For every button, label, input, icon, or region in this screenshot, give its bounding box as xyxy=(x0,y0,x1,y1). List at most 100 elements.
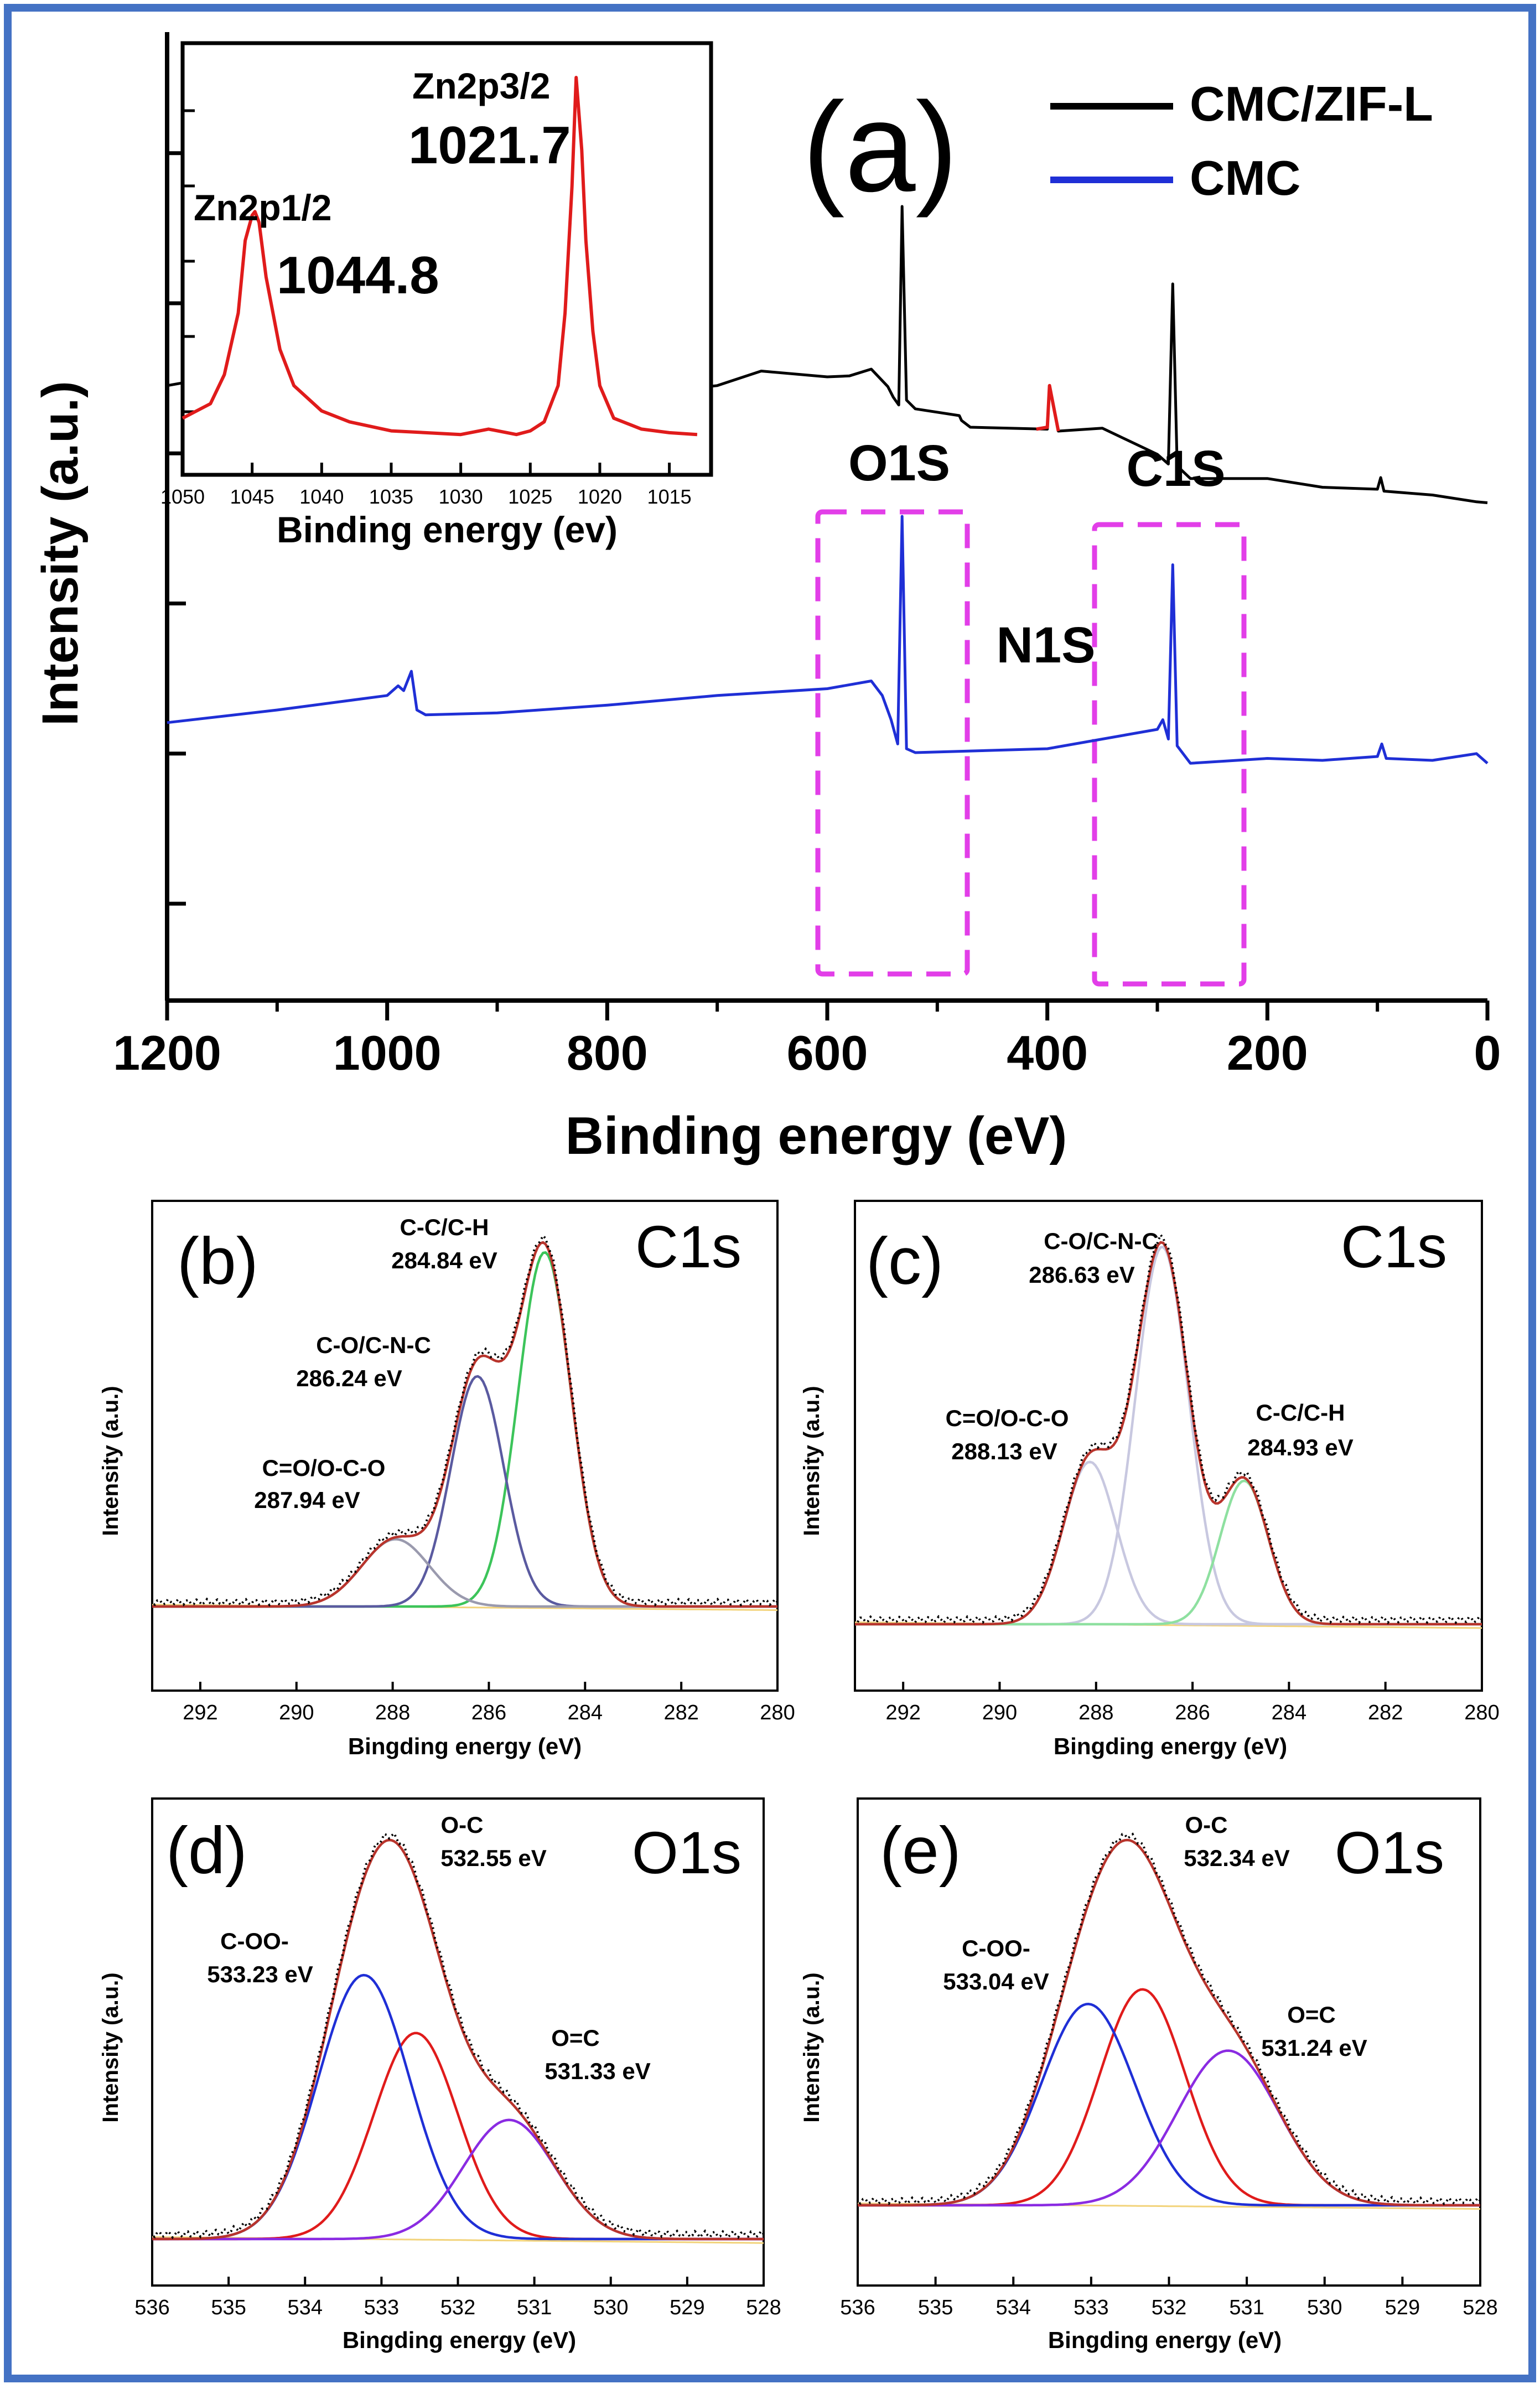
panel-d-x-tick-label: 535 xyxy=(211,2296,246,2319)
panel-b-x-axis-title: Bingding energy (eV) xyxy=(348,1733,582,1759)
panel-d-raw-data xyxy=(151,1831,765,2240)
panel-b-label: (b) xyxy=(177,1224,258,1298)
panel-c-fit-envelope xyxy=(855,1241,1482,1626)
panel-a-ticks: 1200 1000 800 600 400 200 0 xyxy=(113,151,1501,1080)
panel-e-peak-value-2: 531.24 eV xyxy=(1261,2035,1367,2061)
panel-a-x-tick-label: 400 xyxy=(1007,1025,1088,1080)
panel-b-peak-label-0: C-C/C-H xyxy=(400,1214,489,1240)
panel-d-peak-value-0: 532.55 eV xyxy=(440,1845,547,1871)
panel-c-x-tick-label: 292 xyxy=(885,1701,920,1724)
panel-d-x-tick-label: 534 xyxy=(288,2296,323,2319)
panel-e-component-0 xyxy=(858,1988,1480,2207)
panel-a-x-tick-label: 600 xyxy=(787,1025,868,1080)
panel-d-peak-label-2: O=C xyxy=(551,2025,600,2051)
panel-e-component-1 xyxy=(858,2003,1480,2207)
inset-x-tick-label: 1050 xyxy=(160,485,205,508)
panel-e-x-tick-label: 536 xyxy=(840,2296,875,2319)
c1s-highlight-box xyxy=(1092,522,1247,987)
panel-d-x-tick-label: 528 xyxy=(746,2296,781,2319)
panel-d-component-2 xyxy=(152,2118,764,2241)
inset-ticks: 1050 1045 1040 1035 1030 1025 1020 1015 xyxy=(160,109,692,508)
panel-a-highlight-boxes xyxy=(815,509,1247,987)
panel-b-x-tick-label: 282 xyxy=(663,1701,698,1724)
panel-a: 1200 1000 800 600 400 200 0 (a) CMC/ZIF-L CMC … xyxy=(32,32,1501,1165)
panel-d-x-tick-label: 532 xyxy=(440,2296,475,2319)
panel-a-y-axis-title: Intensity (a.u.) xyxy=(32,381,89,726)
panel-b-component-2 xyxy=(152,1538,777,1608)
inset-box xyxy=(180,41,713,477)
panel-d-peak-label-1: C-OO- xyxy=(220,1928,289,1954)
panel-c-x-tick-label: 286 xyxy=(1175,1701,1210,1724)
inset-peak-label-zn2p1-2: Zn2p1/2 xyxy=(194,187,331,228)
panel-b-plot-frame xyxy=(151,1200,779,1692)
inset-x-tick-label: 1040 xyxy=(299,485,344,508)
panel-e-label: (e) xyxy=(880,1813,961,1888)
panel-c-y-axis-title: Intensity (a.u.) xyxy=(800,1386,824,1536)
panel-c-x-tick-label: 288 xyxy=(1078,1701,1113,1724)
panel-c-corner-label: C1s xyxy=(1341,1213,1447,1280)
inset-x-tick-label: 1020 xyxy=(578,485,622,508)
panel-b-corner-label: C1s xyxy=(635,1213,742,1280)
panel-e-x-tick-label: 530 xyxy=(1307,2296,1342,2319)
panel-d-peak-value-2: 531.33 eV xyxy=(545,2058,651,2084)
inset-x-tick-label: 1045 xyxy=(230,485,274,508)
panel-c-peak-value-1: 288.13 eV xyxy=(951,1438,1057,1464)
panel-e-peak-value-1: 533.04 eV xyxy=(943,1968,1049,1994)
panel-b-fit-envelope xyxy=(152,1241,777,1608)
panel-b-component-0 xyxy=(152,1251,777,1608)
zn2p-inset: 1050 1045 1040 1035 1030 1025 1020 1015 Zn2p3/2… xyxy=(160,41,713,550)
panel-a-x-axis-title: Binding energy (eV) xyxy=(566,1106,1067,1165)
panel-c-component-1 xyxy=(855,1460,1482,1626)
panel-b-y-axis-title: Intensity (a.u.) xyxy=(98,1386,123,1536)
panel-a-x-tick-label: 0 xyxy=(1474,1025,1501,1080)
panel-e-raw-data xyxy=(857,1832,1481,2206)
panel-a-x-tick-label: 1000 xyxy=(333,1025,442,1080)
panel-c-plot-frame xyxy=(854,1200,1483,1692)
legend-label-cmc-zif-l: CMC/ZIF-L xyxy=(1190,76,1433,131)
panel-b-peak-label-1: C-O/C-N-C xyxy=(316,1332,431,1358)
n1s-annotation: N1S xyxy=(997,617,1096,673)
panel-c-x-tick-label: 284 xyxy=(1272,1701,1306,1724)
inset-peak-value-1021-7: 1021.7 xyxy=(408,116,571,175)
panel-d-y-axis-title: Intensity (a.u.) xyxy=(98,1972,123,2122)
panel-e-peak-label-1: C-OO- xyxy=(962,1935,1030,1961)
panel-d-fit-envelope xyxy=(152,1838,764,2241)
inset-series xyxy=(182,76,698,437)
inset-peak-label-zn2p3-2: Zn2p3/2 xyxy=(412,65,550,106)
panel-b-component-1 xyxy=(152,1375,777,1608)
panel-c-peak-label-1: C=O/O-C-O xyxy=(946,1405,1069,1431)
inset-zn2p-line xyxy=(182,76,698,437)
panel-c-component-0 xyxy=(855,1246,1482,1626)
panel-d-peak-label-0: O-C xyxy=(441,1812,484,1838)
panel-b-peak-label-2: C=O/O-C-O xyxy=(262,1455,386,1481)
panel-b-x-tick-label: 284 xyxy=(568,1701,603,1724)
inset-x-tick-label: 1030 xyxy=(439,485,483,508)
panel-d-corner-label: O1s xyxy=(632,1819,742,1886)
panel-c-peak-value-2: 284.93 eV xyxy=(1247,1434,1354,1460)
panel-e-peak-label-2: O=C xyxy=(1287,2002,1336,2028)
panel-d: (d) O1s O-C 532.55 eV C-OO- 533.23 eV O=… xyxy=(98,1797,781,2353)
panel-e-x-axis-title: Bingding energy (eV) xyxy=(1048,2327,1282,2353)
panel-c-peak-label-0: C-O/C-N-C xyxy=(1044,1228,1159,1254)
panel-c-x-tick-label: 280 xyxy=(1464,1701,1499,1724)
panel-e-peak-value-0: 532.34 eV xyxy=(1184,1845,1290,1871)
panel-b-x-tick-label: 280 xyxy=(760,1701,795,1724)
panel-c-peak-value-0: 286.63 eV xyxy=(1029,1262,1135,1288)
panel-d-x-tick-label: 536 xyxy=(134,2296,169,2319)
panel-c-label: (c) xyxy=(866,1224,943,1298)
panel-c: (c) C1s C-O/C-N-C 286.63 eV C=O/O-C-O 28… xyxy=(800,1200,1500,1759)
panel-d-x-axis-title: Bingding energy (eV) xyxy=(343,2327,576,2353)
panel-e-fit-envelope xyxy=(858,1838,1480,2207)
panel-e-x-tick-label: 534 xyxy=(996,2296,1031,2319)
panel-e-x-tick-label: 531 xyxy=(1229,2296,1264,2319)
panel-b-x-tick-label: 292 xyxy=(183,1701,217,1724)
panel-c-x-tick-label: 290 xyxy=(982,1701,1017,1724)
panel-e-component-2 xyxy=(858,2049,1480,2207)
panel-b-x-tick-label: 290 xyxy=(279,1701,314,1724)
c1s-annotation: C1S xyxy=(1127,441,1226,497)
panel-e-x-tick-label: 529 xyxy=(1385,2296,1420,2319)
panel-d-peak-value-1: 533.23 eV xyxy=(207,1961,313,1987)
panel-e-peak-label-0: O-C xyxy=(1185,1812,1228,1838)
inset-peak-value-1044-8: 1044.8 xyxy=(277,246,439,305)
